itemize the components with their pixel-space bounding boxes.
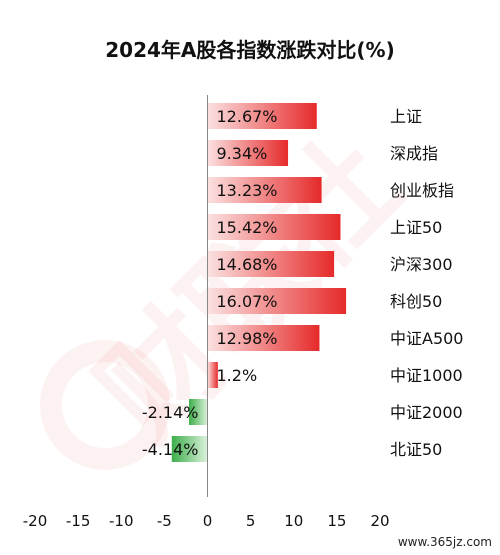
x-tick-label: -20: [23, 512, 48, 530]
bar: [171, 436, 208, 462]
x-tick-label: 5: [246, 512, 256, 530]
bar: [207, 251, 335, 277]
data-label: -2.14%: [142, 403, 199, 422]
bar: [207, 140, 289, 166]
x-tick-label: -5: [157, 512, 172, 530]
bar: [207, 177, 322, 203]
bar: [207, 288, 347, 314]
x-tick-label: -10: [109, 512, 134, 530]
data-label: 14.68%: [217, 255, 278, 274]
data-label: 15.42%: [217, 218, 278, 237]
category-label: 创业板指: [390, 181, 454, 200]
data-label: 12.98%: [217, 329, 278, 348]
bar: [189, 399, 208, 425]
x-tick-label: 20: [370, 512, 389, 530]
bar: [207, 362, 218, 388]
chart-title: 2024年A股各指数涨跌对比(%): [105, 38, 395, 62]
x-tick-label: -15: [66, 512, 91, 530]
bar: [207, 214, 341, 240]
category-label: 中证1000: [390, 366, 463, 385]
x-tick-label: 10: [284, 512, 303, 530]
data-label: 13.23%: [217, 181, 278, 200]
category-label: 中证A500: [390, 329, 464, 348]
category-label: 上证: [390, 107, 422, 126]
data-label: 12.67%: [217, 107, 278, 126]
x-tick-label: 15: [327, 512, 346, 530]
category-label: 中证2000: [390, 403, 463, 422]
category-label: 北证50: [390, 440, 442, 459]
source-url: www.365jz.com: [397, 535, 492, 549]
category-label: 科创50: [390, 292, 442, 311]
category-label: 沪深300: [390, 255, 453, 274]
x-tick-label: 0: [203, 512, 213, 530]
category-label: 深成指: [390, 144, 438, 163]
bar: [207, 325, 320, 351]
data-label: 1.2%: [217, 366, 258, 385]
data-label: -4.14%: [142, 440, 199, 459]
data-label: 16.07%: [217, 292, 278, 311]
bar: [207, 103, 317, 129]
category-label: 上证50: [390, 218, 442, 237]
data-label: 9.34%: [217, 144, 268, 163]
